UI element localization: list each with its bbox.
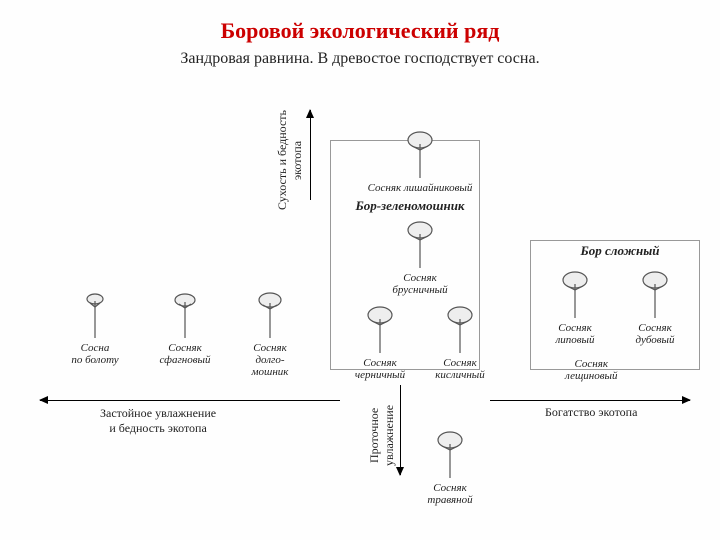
tree-label: Сосняк черничный xyxy=(345,357,415,381)
tree-label: Сосняк сфагновый xyxy=(150,342,220,366)
pine-icon xyxy=(165,290,205,340)
axis-left-h: Застойное увлажнение и бедность экотопа xyxy=(100,406,216,436)
tree-label: Сосна по болоту xyxy=(60,342,130,366)
tree-chernich: Сосняк черничный xyxy=(345,305,415,381)
tree-kislich: Сосняк кисличный xyxy=(425,305,495,381)
tree-dolgo: Сосняк долго- мошник xyxy=(235,290,305,378)
arrow-down xyxy=(400,385,401,475)
tree-lipov: Сосняк липовый xyxy=(540,270,610,346)
tree-label: Сосняк лишайниковый xyxy=(365,182,475,194)
pine-icon xyxy=(360,305,400,355)
tree-label: Сосняк кисличный xyxy=(425,357,495,381)
tree-dubov: Сосняк дубовый xyxy=(620,270,690,346)
pine-icon xyxy=(635,270,675,320)
tree-label: Сосняк травяной xyxy=(415,482,485,506)
tree-label: Сосняк долго- мошник xyxy=(235,342,305,378)
pine-icon xyxy=(440,305,480,355)
tree-label: Сосняк липовый xyxy=(540,322,610,346)
pine-icon xyxy=(75,290,115,340)
ecological-diagram: Бор-зеленомошник Бор сложный Сухость и б… xyxy=(0,100,720,540)
pine-icon xyxy=(250,290,290,340)
page-title: Боровой экологический ряд xyxy=(0,0,720,44)
arrow-left xyxy=(40,400,340,401)
arrow-up xyxy=(310,110,311,200)
pine-icon xyxy=(430,430,470,480)
tree-label: Сосняк дубовый xyxy=(620,322,690,346)
pine-icon xyxy=(555,270,595,320)
page-subtitle: Зандровая равнина. В древостое господств… xyxy=(0,50,720,68)
tree-brusnich: Сосняк брусничный xyxy=(385,220,455,296)
pine-icon xyxy=(400,220,440,270)
group-zelenomoshnik: Бор-зеленомошник xyxy=(330,198,490,214)
tree-leshin-label: Сосняк лещиновый xyxy=(565,358,617,382)
group-slozhny: Бор сложный xyxy=(550,243,690,259)
tree-lishaynik: Сосняк лишайниковый xyxy=(365,130,475,194)
axis-top-vert: Сухость и бедность экотопа xyxy=(275,108,305,213)
tree-sfagn: Сосняк сфагновый xyxy=(150,290,220,366)
tree-boloto: Сосна по болоту xyxy=(60,290,130,366)
arrow-right xyxy=(490,400,690,401)
tree-travyan: Сосняк травяной xyxy=(415,430,485,506)
axis-right-h: Богатство экотопа xyxy=(545,405,637,420)
title-text: Боровой экологический ряд xyxy=(221,18,500,43)
pine-icon xyxy=(400,130,440,180)
axis-bottom-vert: Проточное увлажнение xyxy=(367,390,397,480)
tree-label: Сосняк брусничный xyxy=(385,272,455,296)
